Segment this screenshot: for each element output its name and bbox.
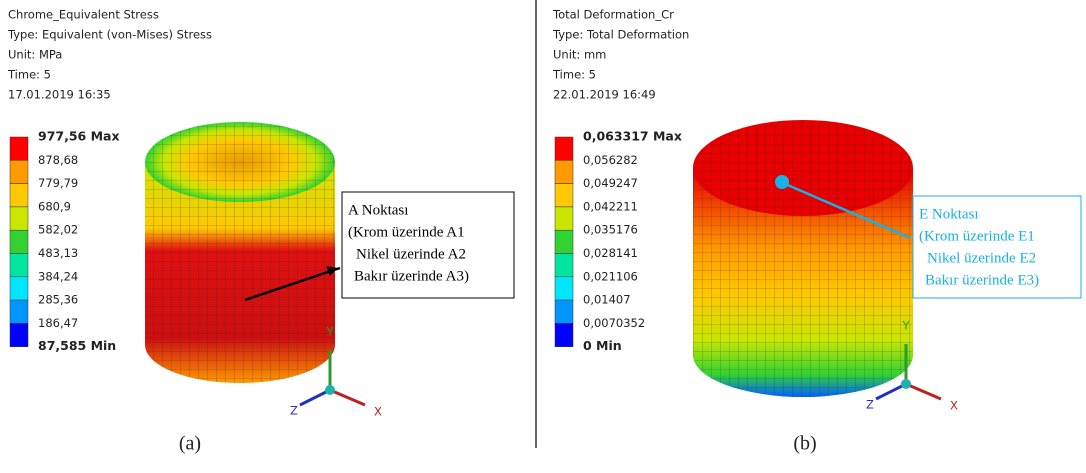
legend-band (555, 160, 573, 183)
annotation-text: Bakır üzerinde E3) (925, 272, 1039, 288)
axis-x (906, 384, 941, 399)
legend-band (555, 277, 573, 300)
legend-label: 0,021106 (583, 269, 638, 283)
legend-band (555, 254, 573, 277)
legend-label: 0 Min (583, 338, 622, 353)
screenshot: Chrome_Equivalent Stress Type: Equivalent… (0, 0, 1086, 468)
header-line: Time: 5 (552, 68, 596, 82)
legend-label: 186,47 (38, 316, 78, 330)
axis-label: Y (325, 325, 334, 339)
header-line: Type: Total Deformation (552, 28, 689, 42)
annotation-text: E Noktası (919, 206, 979, 222)
legend-label: 483,13 (38, 246, 78, 260)
axis-z (876, 384, 906, 399)
legend-label: 582,02 (38, 223, 78, 237)
axis-label: X (374, 405, 382, 419)
model-a (145, 122, 335, 383)
legend-label: 680,9 (38, 199, 71, 213)
legend-label: 0,049247 (583, 176, 638, 190)
axis-label: X (950, 399, 958, 413)
legend-band (555, 300, 573, 323)
header-line: Total Deformation_Cr (552, 8, 674, 22)
axis-origin (901, 379, 911, 389)
axis-label: Z (290, 404, 298, 418)
legend-band (10, 254, 28, 277)
legend-band (10, 160, 28, 183)
annotation-text: Nikel üzerinde A2 (356, 246, 466, 262)
legend-band (555, 207, 573, 230)
legend-band (555, 137, 573, 160)
legend-band (555, 184, 573, 207)
header-line: 17.01.2019 16:35 (8, 88, 111, 102)
axis-label: Y (901, 319, 910, 333)
legend-label: 0,063317 Max (583, 129, 682, 144)
legend-label: 285,36 (38, 293, 78, 307)
legend-label: 878,68 (38, 153, 78, 167)
axis-z (300, 390, 330, 405)
legend-band (10, 207, 28, 230)
header-line: Chrome_Equivalent Stress (8, 8, 159, 22)
legend-label: 0,0070352 (583, 316, 645, 330)
legend-label: 384,24 (38, 269, 78, 283)
legend-band (10, 323, 28, 346)
caption: (b) (793, 433, 816, 455)
annotation-text: A Noktası (348, 202, 408, 218)
legend-label: 0,028141 (583, 246, 638, 260)
legend-label: 779,79 (38, 176, 78, 190)
legend-band (555, 230, 573, 253)
annotation-text: Bakır üzerinde A3) (354, 268, 469, 284)
header-line: Time: 5 (7, 68, 51, 82)
header-line: Unit: MPa (8, 48, 62, 62)
legend-band (555, 323, 573, 346)
axis-label: Z (866, 398, 874, 412)
annotation-text: Nikel üzerinde E2 (927, 250, 1036, 266)
legend-band (10, 300, 28, 323)
probe-point (775, 175, 789, 189)
annotation-text: (Krom üzerinde E1 (919, 228, 1035, 244)
legend-band (10, 230, 28, 253)
legend-band (10, 137, 28, 160)
annotation-text: (Krom üzerinde A1 (348, 224, 465, 240)
legend-band (10, 184, 28, 207)
header-line: 22.01.2019 16:49 (553, 88, 656, 102)
legend-label: 0,035176 (583, 223, 638, 237)
legend-label: 87,585 Min (38, 338, 116, 353)
legend-label: 977,56 Max (38, 129, 120, 144)
legend-band (10, 277, 28, 300)
legend-label: 0,042211 (583, 199, 638, 213)
caption: (a) (179, 433, 201, 455)
axis-x (330, 390, 365, 405)
legend-label: 0,056282 (583, 153, 638, 167)
model-b (693, 120, 913, 397)
header-line: Unit: mm (553, 48, 606, 62)
legend-label: 0,01407 (583, 293, 631, 307)
header-line: Type: Equivalent (von-Mises) Stress (7, 28, 212, 42)
axis-origin (325, 385, 335, 395)
